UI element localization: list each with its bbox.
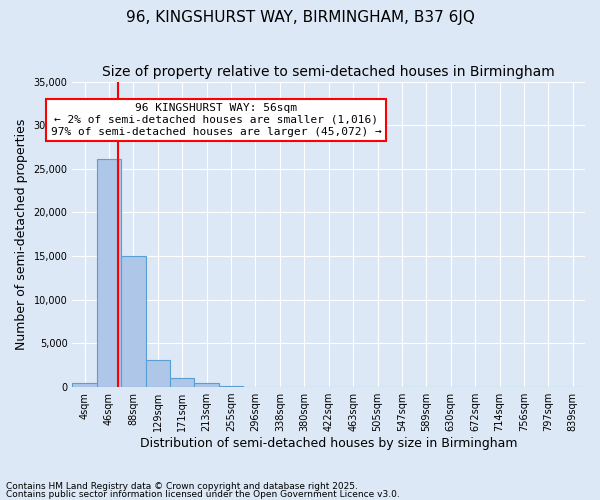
Bar [73, 382, 97, 387]
Title: Size of property relative to semi-detached houses in Birmingham: Size of property relative to semi-detach… [103, 65, 555, 79]
X-axis label: Distribution of semi-detached houses by size in Birmingham: Distribution of semi-detached houses by … [140, 437, 517, 450]
Text: Contains HM Land Registry data © Crown copyright and database right 2025.: Contains HM Land Registry data © Crown c… [6, 482, 358, 491]
Bar [194, 382, 219, 387]
Bar [146, 360, 170, 387]
Y-axis label: Number of semi-detached properties: Number of semi-detached properties [15, 118, 28, 350]
Bar [97, 159, 121, 387]
Bar [219, 386, 243, 387]
Bar [170, 378, 194, 387]
Text: Contains public sector information licensed under the Open Government Licence v3: Contains public sector information licen… [6, 490, 400, 499]
Bar [121, 256, 146, 387]
Text: 96 KINGSHURST WAY: 56sqm
← 2% of semi-detached houses are smaller (1,016)
97% of: 96 KINGSHURST WAY: 56sqm ← 2% of semi-de… [50, 104, 382, 136]
Text: 96, KINGSHURST WAY, BIRMINGHAM, B37 6JQ: 96, KINGSHURST WAY, BIRMINGHAM, B37 6JQ [125, 10, 475, 25]
